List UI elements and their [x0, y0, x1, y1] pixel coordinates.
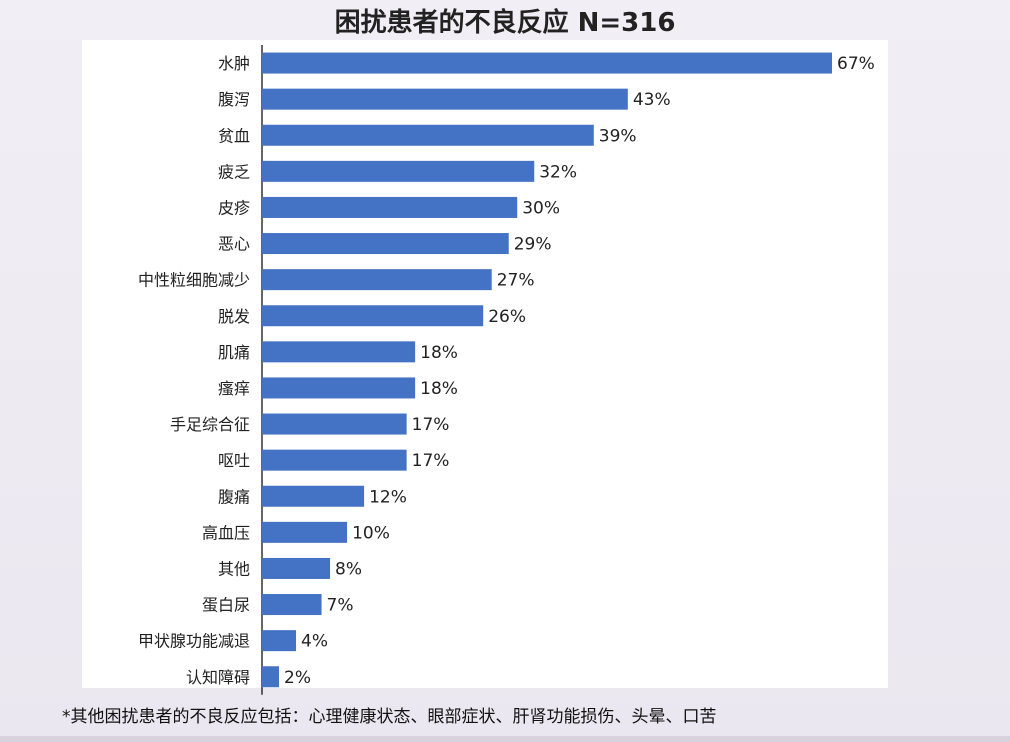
data-label: 2% [284, 668, 311, 688]
data-label: 26% [488, 307, 526, 327]
bar [262, 413, 407, 435]
bar [262, 52, 832, 74]
bar [262, 666, 280, 688]
bar [262, 88, 628, 110]
data-label: 32% [539, 162, 577, 182]
category-label: 贫血 [218, 126, 250, 145]
chart-panel [82, 40, 888, 688]
bar [262, 594, 322, 616]
data-label: 12% [369, 487, 407, 507]
bar [262, 160, 535, 182]
category-label: 高血压 [202, 523, 250, 542]
category-label: 恶心 [218, 235, 250, 254]
category-label: 中性粒细胞减少 [138, 271, 250, 290]
data-label: 17% [412, 415, 450, 435]
bar [262, 305, 484, 327]
bar [262, 485, 365, 507]
data-label: 30% [522, 198, 560, 218]
data-label: 27% [497, 271, 535, 291]
data-label: 67% [837, 54, 875, 74]
bar [262, 557, 331, 579]
category-label: 脱发 [218, 307, 250, 326]
bar [262, 124, 594, 146]
category-label: 其他 [218, 559, 250, 578]
category-label: 蛋白尿 [202, 596, 250, 615]
bar [262, 521, 348, 543]
category-label: 认知障碍 [186, 668, 250, 687]
data-label: 43% [633, 90, 671, 110]
data-label: 39% [599, 126, 637, 146]
category-label: 皮疹 [218, 198, 250, 217]
bar [262, 196, 518, 218]
footnote: *其他困扰患者的不良反应包括：心理健康状态、眼部症状、肝肾功能损伤、头晕、口苦 [62, 707, 717, 727]
bottom-bar [0, 736, 1010, 742]
category-label: 腹泻 [218, 90, 250, 109]
category-label: 肌痛 [218, 343, 250, 362]
data-label: 18% [420, 343, 458, 363]
data-label: 18% [420, 379, 458, 399]
bar [262, 630, 297, 652]
data-label: 10% [352, 523, 390, 543]
data-label: 4% [301, 632, 328, 652]
bar [262, 341, 416, 363]
data-label: 17% [412, 451, 450, 471]
bar [262, 377, 416, 399]
bar [262, 449, 407, 471]
category-label: 手足综合征 [170, 415, 250, 434]
category-label: 腹痛 [218, 487, 250, 506]
category-label: 瘙痒 [218, 379, 250, 398]
category-label: 水肿 [218, 54, 250, 73]
category-label: 甲状腺功能减退 [138, 632, 250, 651]
data-label: 7% [327, 596, 354, 616]
data-label: 8% [335, 559, 362, 579]
chart-title: 困扰患者的不良反应 N=316 [334, 8, 676, 38]
bar [262, 233, 509, 255]
data-label: 29% [514, 235, 552, 255]
category-label: 疲乏 [218, 162, 250, 181]
category-label: 呕吐 [218, 451, 250, 470]
bar [262, 269, 492, 291]
